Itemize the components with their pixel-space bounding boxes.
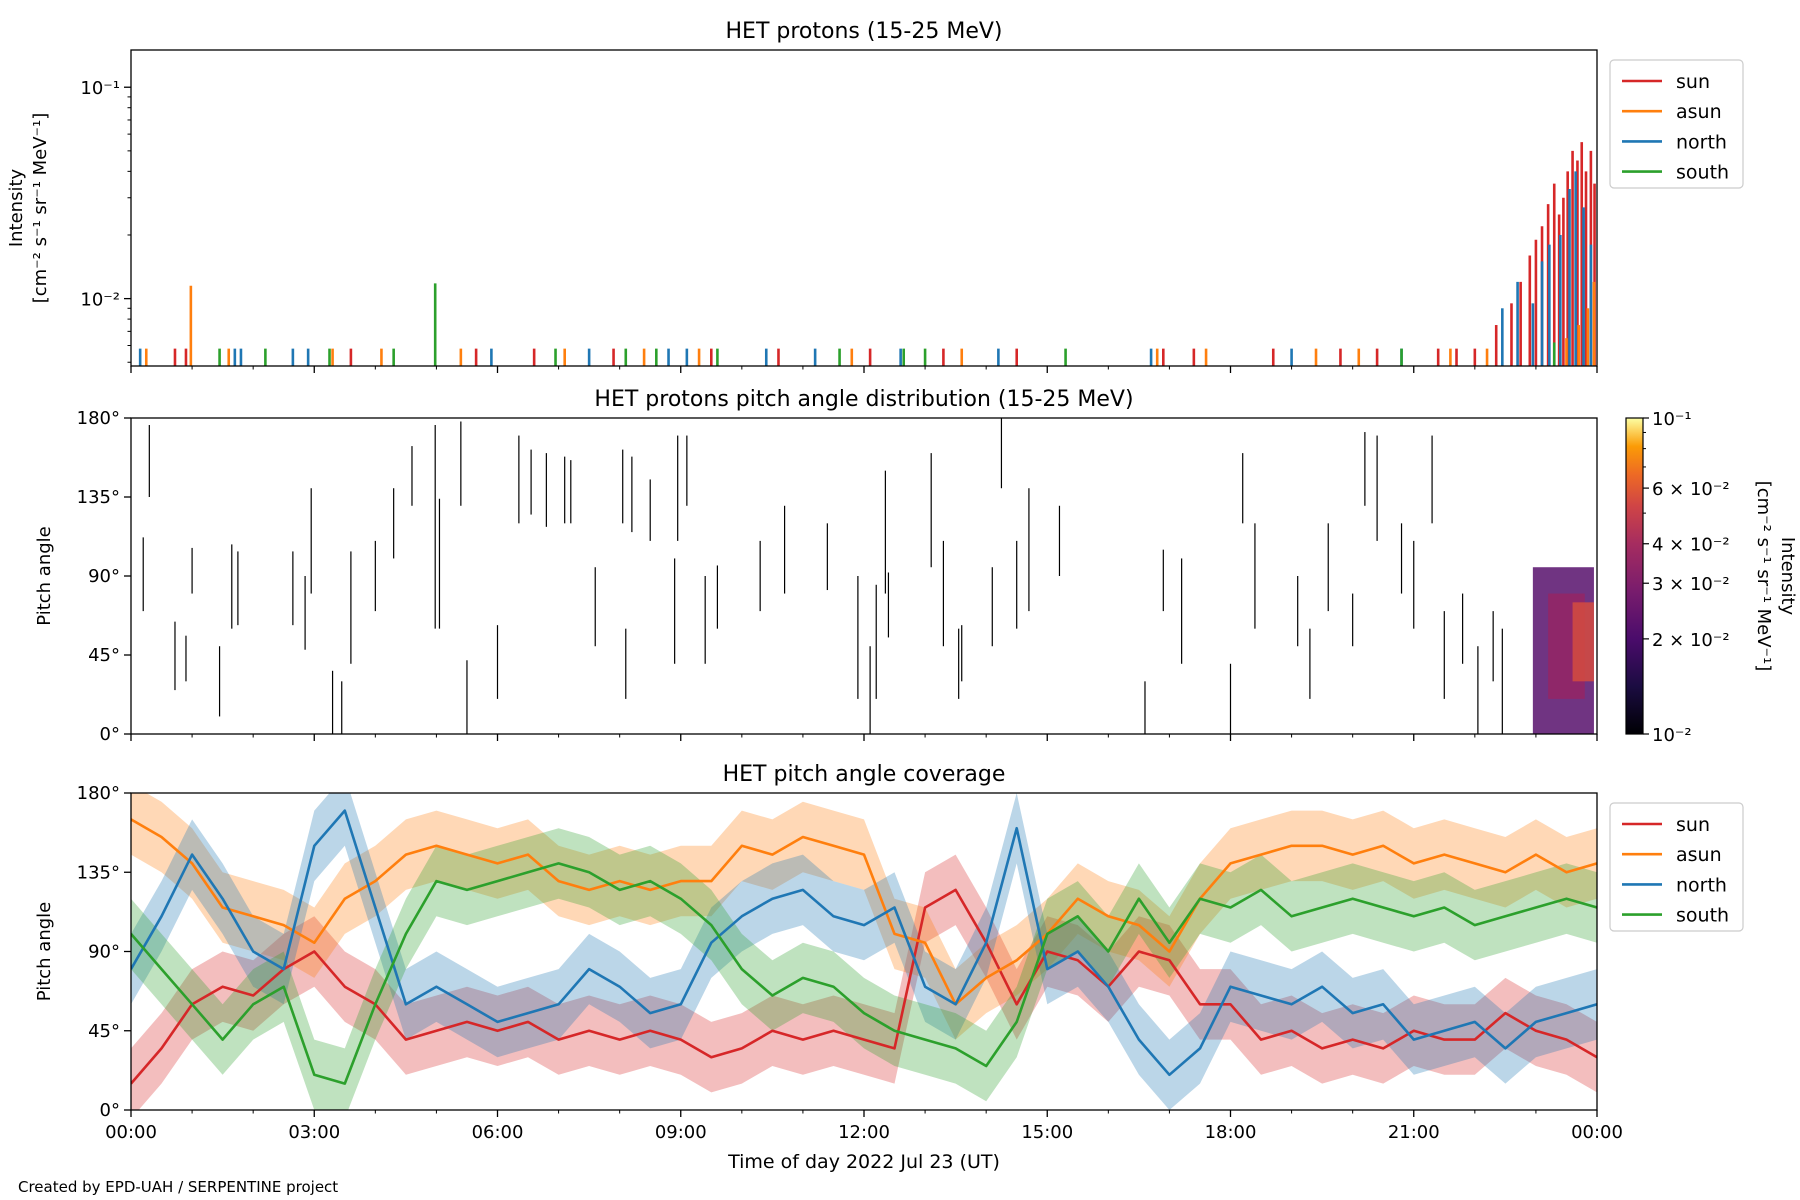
colorbar-tick-label-2: 4 × 10⁻² [1652,535,1730,556]
x-tick-label-4: 12:00 [838,1122,890,1143]
panel-title-1: HET protons pitch angle distribution (15… [594,387,1133,412]
legend-box-2 [1609,802,1744,932]
intensity-panel: 10⁻¹ 10⁻² HET protons (15-25 MeV) Intensity… [6,19,1744,373]
legend-label-sun-2: sun [1676,814,1710,836]
x-axis-label: Time of day 2022 Jul 23 (UT) [727,1151,1000,1173]
pitch-angle-coverage-panel: 180°135°90°45°0°00:00 03:00 06:00 09:00 12:0… [34,762,1744,1173]
legend-label-sun-0: sun [1676,71,1710,93]
y-axis-label-2: Pitch angle [34,902,55,1001]
y-tick-label-1-1: 135° [77,487,120,508]
panel-title-0: HET protons (15-25 MeV) [726,19,1003,44]
colorbar-tick-label-5: 10⁻² [1652,725,1692,746]
colorbar-fill [1626,418,1643,734]
colorbar-label: Intensity[cm⁻² s⁻¹ sr⁻¹ MeV⁻¹] [1753,481,1798,672]
colorbar-tick-label-4: 2 × 10⁻² [1652,630,1730,651]
x-tick-label-3: 09:00 [655,1122,707,1143]
coverage-band-south [131,828,1597,1110]
x-tick-label-0: 00:00 [105,1122,157,1143]
intensity-plot-area [138,142,1596,366]
colorbar-label-line-0: Intensity [1777,537,1798,616]
y-axis-label-0-line-1: [cm⁻² s⁻¹ sr⁻¹ MeV⁻¹] [30,113,51,304]
colorbar-frame [1625,417,1644,735]
legend-box-0 [1609,59,1744,189]
x-tick-label-2: 06:00 [472,1122,524,1143]
x-tick-label-6: 18:00 [1205,1122,1257,1143]
y-tick-label-2-4: 0° [100,1100,120,1121]
colorbar-tick-label-3: 3 × 10⁻² [1652,574,1730,595]
legend-label-north-0: north [1676,131,1727,153]
y-tick-label-2-3: 45° [88,1021,120,1042]
x-tick-label-1: 03:00 [288,1122,340,1143]
y-tick-label-0-1: 10⁻² [80,290,120,311]
y-axis-label-0-line-0: Intensity [6,168,27,247]
axes-frame-0 [130,49,1598,367]
coverage-line-south [131,862,1597,1085]
y-tick-label-1-3: 45° [88,645,120,666]
y-tick-label-2-2: 90° [88,942,120,963]
legend-label-south-2: south [1676,905,1729,927]
legend-label-asun-2: asun [1676,844,1722,866]
coverage-band-asun [131,793,1597,1040]
y-tick-label-1-2: 90° [88,566,120,587]
coverage-plot-area [131,793,1597,1110]
y-tick-label-2-1: 135° [77,862,120,883]
x-tick-label-8: 00:00 [1571,1122,1623,1143]
pitch-angle-distribution-panel: 180° 135° 90° 45° 0° HET protons pitch angle … [34,387,1798,746]
colorbar-tick-label-0: 10⁻¹ [1652,409,1692,430]
pad-hotspot-2 [1572,602,1594,682]
colorbar-label-line-1: [cm⁻² s⁻¹ sr⁻¹ MeV⁻¹] [1753,481,1774,672]
panel-title-2: HET pitch angle coverage [723,762,1006,787]
footer-credit: Created by EPD-UAH / SERPENTINE project [18,1178,338,1196]
coverage-line-asun [131,818,1597,1006]
coverage-line-north [131,809,1597,1077]
y-tick-label-1-4: 0° [100,724,120,745]
colorbar-tick-label-1: 6 × 10⁻² [1652,479,1730,500]
y-tick-label-0-0: 10⁻¹ [80,78,120,99]
legend-label-asun-0: asun [1676,101,1722,123]
y-axis-label-1: Pitch angle [34,526,55,625]
coverage-band-sun [131,854,1597,1110]
x-tick-label-7: 21:00 [1388,1122,1440,1143]
legend-label-south-0: south [1676,162,1729,184]
x-tick-label-5: 15:00 [1021,1122,1073,1143]
pad-plot-area [142,418,1594,734]
legend-label-north-2: north [1676,874,1727,896]
y-tick-label-2-0: 180° [77,783,120,804]
y-axis-label-0: Intensity [cm⁻² s⁻¹ sr⁻¹ MeV⁻¹] [6,113,51,304]
y-tick-label-1-0: 180° [77,408,120,429]
